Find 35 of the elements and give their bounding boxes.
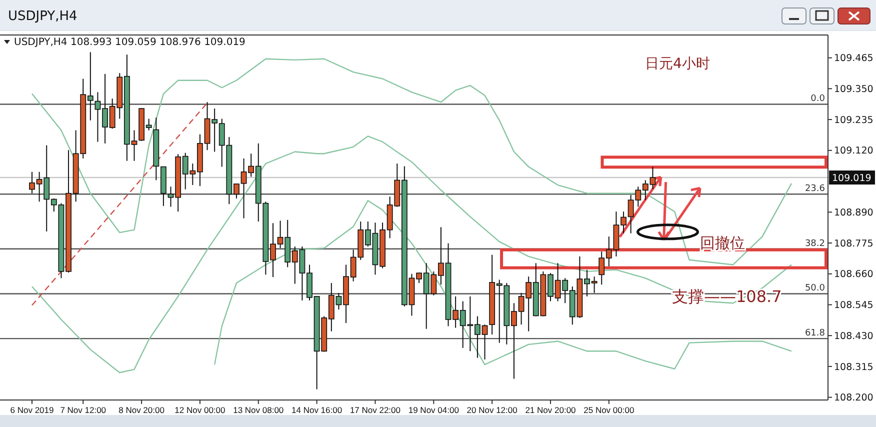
x-tick-label: 7 Nov 12:00	[60, 405, 106, 415]
x-tick-label: 8 Nov 20:00	[118, 405, 165, 415]
annotation: 回撤位	[700, 234, 745, 252]
x-tick-label: 13 Nov 08:00	[233, 405, 284, 415]
x-tick-label: 20 Nov 12:00	[466, 405, 518, 415]
annotation: 23.6	[804, 184, 826, 194]
line-series	[31, 58, 792, 266]
x-tick-label: 17 Nov 22:00	[350, 405, 401, 415]
x-tick-label: 19 Nov 04:00	[408, 405, 460, 415]
ref-line-label: 109.019	[832, 172, 872, 184]
line-series	[214, 200, 792, 370]
y-tick-label: 108.890	[834, 207, 874, 218]
y-tick-label: 108.200	[834, 392, 874, 404]
line-series	[31, 136, 792, 374]
annotation: 50.0	[804, 284, 826, 294]
y-tick-label: 108.660	[834, 269, 874, 280]
y-tick-label: 108.430	[834, 330, 874, 342]
chart-subtitle: USDJPY,H4 108.993 109.059 108.976 109.019	[14, 37, 246, 48]
y-tick-label: 108.315	[834, 362, 874, 373]
x-tick-label: 6 Nov 2019	[10, 405, 54, 415]
y-tick-label: 108.775	[834, 238, 874, 250]
y-tick-label: 108.545	[834, 300, 874, 312]
annotation: 0.0	[810, 94, 826, 104]
x-tick-label: 25 Nov 00:00	[584, 405, 634, 415]
y-tick-label: 109.465	[834, 53, 874, 64]
x-tick-label: 12 Nov 00:00	[174, 405, 226, 415]
y-tick-label: 109.235	[834, 114, 874, 126]
x-tick-label: 14 Nov 16:00	[292, 405, 342, 415]
annotation: 61.8	[804, 328, 826, 339]
chart-title: USDJPY,H4	[8, 9, 78, 24]
y-tick-label: 109.350	[834, 84, 874, 95]
y-tick-label: 109.120	[834, 146, 874, 157]
annotation: 38.2	[804, 238, 825, 249]
x-tick-label: 21 Nov 20:00	[525, 405, 576, 415]
annotation: 日元4小时	[645, 56, 710, 72]
